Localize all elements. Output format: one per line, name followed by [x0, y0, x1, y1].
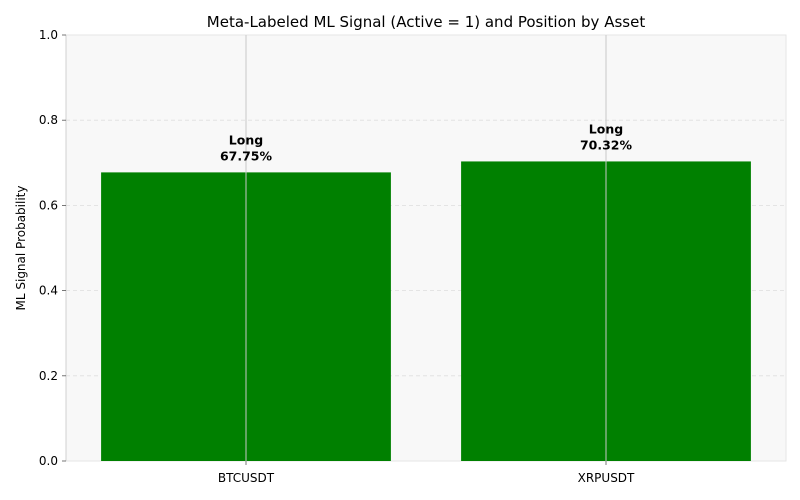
x-gridlines	[245, 35, 607, 461]
bar-position-label: Long	[589, 121, 623, 136]
chart-title: Meta-Labeled ML Signal (Active = 1) and …	[207, 13, 646, 31]
y-tick-label: 0.2	[39, 369, 58, 383]
y-tick-label: 0.4	[39, 284, 58, 298]
y-tick-label: 1.0	[39, 28, 58, 42]
bar-position-label: Long	[229, 132, 263, 147]
x-axis: BTCUSDT XRPUSDT	[218, 461, 635, 485]
x-tick-label: XRPUSDT	[578, 471, 635, 485]
y-axis: 0.0 0.2 0.4 0.6 0.8 1.0	[39, 28, 67, 468]
y-axis-label: ML Signal Probability	[14, 186, 28, 311]
bar-percent-label: 67.75%	[220, 148, 273, 163]
y-tick-label: 0.0	[39, 454, 58, 468]
x-tick-label: BTCUSDT	[218, 471, 275, 485]
y-tick-label: 0.6	[39, 198, 58, 212]
bar-percent-label: 70.32%	[580, 137, 633, 152]
y-tick-label: 0.8	[39, 113, 58, 127]
